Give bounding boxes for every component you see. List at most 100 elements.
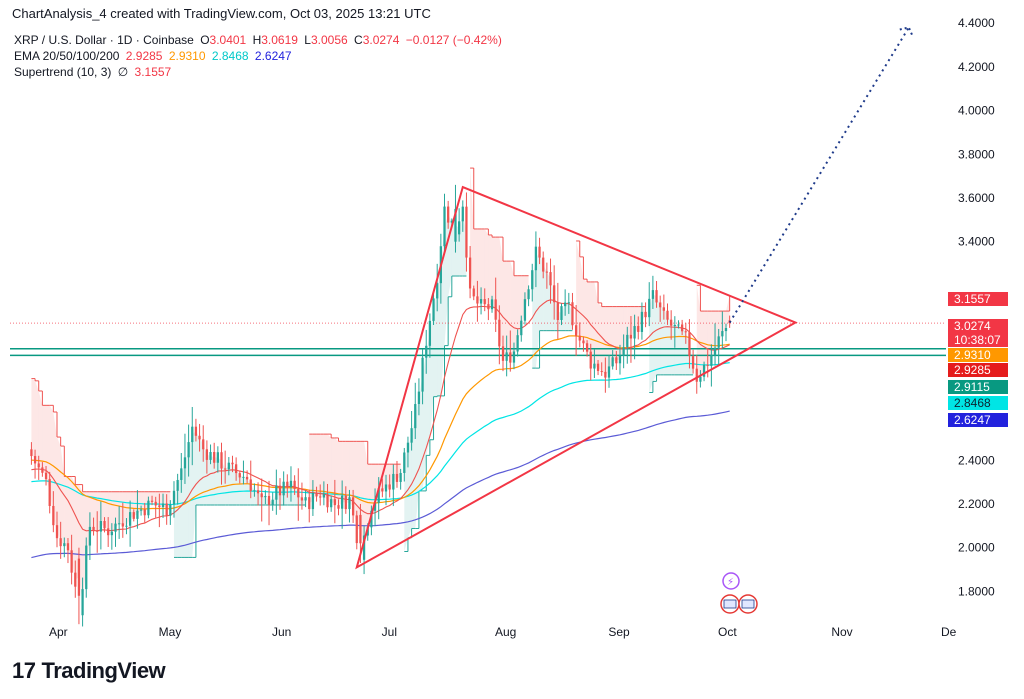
supertrend-fill — [660, 304, 664, 375]
event-spark-glyph: ⚡ — [727, 577, 734, 588]
ema200-line — [31, 410, 730, 559]
candle-body — [472, 288, 475, 297]
candle-body — [242, 476, 245, 478]
legend-open-value: 3.0401 — [209, 33, 247, 47]
tradingview-logo[interactable]: 17 TradingView — [12, 658, 166, 684]
candle-body — [81, 589, 84, 616]
candle-body — [443, 206, 446, 247]
supertrend-fill — [93, 491, 98, 532]
candle-body — [341, 495, 344, 509]
candle-body — [351, 497, 355, 516]
candle-body — [388, 484, 391, 490]
candle-body — [48, 479, 51, 506]
legend-high-value: 3.0619 — [261, 33, 298, 47]
candle-body — [428, 320, 432, 346]
candle-body — [224, 468, 227, 470]
supertrend-fill — [488, 234, 493, 307]
candle-body — [670, 319, 673, 326]
candle-body — [564, 302, 567, 307]
supertrend-fill — [598, 302, 602, 372]
supertrend-fill — [312, 434, 317, 502]
candle-body — [63, 543, 66, 547]
candle-body — [702, 364, 706, 377]
y-tick-label: 2.4000 — [958, 453, 995, 467]
candle-body — [234, 464, 238, 474]
y-tick-label: 3.8000 — [958, 147, 995, 161]
supertrend-fill — [579, 256, 584, 342]
candle-body — [77, 558, 81, 596]
candle-body — [626, 334, 629, 348]
supertrend-fill — [616, 306, 620, 361]
candle-body — [479, 299, 483, 304]
supertrend-fill — [287, 483, 291, 505]
y-tick-label: 4.0000 — [958, 104, 995, 118]
candle-body — [70, 550, 73, 573]
supertrend-fill — [386, 464, 390, 488]
supertrend-fill — [320, 434, 324, 497]
legend-low-label: L — [304, 33, 311, 47]
candle-body — [531, 270, 534, 290]
candle-body — [498, 319, 501, 347]
tradingview-logo-text: TradingView — [41, 658, 166, 683]
supertrend-fill — [663, 309, 668, 375]
candle-body — [384, 484, 388, 492]
supertrend-fill — [506, 261, 511, 358]
price-label: 2.9285 — [948, 363, 1008, 377]
supertrend-fill — [521, 275, 525, 328]
supertrend-fill — [159, 491, 164, 507]
candle-body — [501, 346, 505, 361]
candle-body — [161, 503, 165, 508]
candle-body — [542, 257, 545, 272]
flag-icon — [723, 599, 737, 609]
supertrend-fill — [261, 495, 266, 505]
candle-body — [344, 495, 347, 510]
candle-body — [297, 488, 300, 498]
supertrend-fill — [349, 441, 354, 507]
supertrend-fill — [473, 228, 478, 300]
supertrend-fill — [576, 240, 580, 339]
candle-body — [209, 452, 212, 460]
candle-body — [311, 493, 315, 510]
candle-body — [644, 311, 647, 318]
supertrend-fill — [60, 446, 65, 545]
supertrend-fill — [682, 327, 686, 375]
supertrend-fill — [707, 311, 712, 366]
candle-body — [121, 523, 124, 527]
supertrend-fill — [214, 457, 218, 505]
supertrend-fill — [64, 476, 68, 547]
projection-line — [728, 26, 910, 324]
candle-body — [330, 499, 333, 508]
candle-body — [169, 504, 172, 516]
candle-body — [213, 452, 216, 463]
legend-high-label: H — [252, 33, 262, 47]
candle-body — [560, 306, 563, 320]
candle-body — [604, 371, 607, 378]
candle-body — [59, 538, 62, 547]
candle-body — [165, 503, 168, 516]
supertrend-fill — [674, 324, 679, 375]
legend-ema-label[interactable]: EMA 20/50/100/200 — [14, 49, 120, 63]
price-label: 2.8468 — [948, 396, 1008, 410]
price-label: 3.0274 10:38:07 — [948, 319, 1008, 347]
candle-body — [362, 535, 366, 560]
candle-body — [512, 351, 516, 363]
supertrend-fill — [141, 491, 145, 513]
legend-symbol[interactable]: XRP / U.S. Dollar · 1D · Coinbase — [14, 33, 194, 47]
candle-body — [684, 331, 687, 333]
candle-body — [454, 208, 457, 242]
supertrend-fill — [254, 490, 259, 505]
candle-body — [337, 505, 340, 509]
candle-body — [370, 510, 373, 528]
candle-body — [447, 206, 450, 223]
candle-body — [96, 530, 99, 532]
x-tick-label: May — [159, 625, 182, 639]
supertrend-fill — [535, 252, 540, 369]
legend-supertrend-label[interactable]: Supertrend (10, 3) — [14, 65, 112, 79]
supertrend-fill — [411, 416, 416, 529]
price-label: 2.9115 — [948, 380, 1008, 394]
supertrend-fill — [290, 483, 295, 505]
candle-body — [180, 468, 183, 480]
candle-body — [85, 545, 88, 590]
supertrend-fill — [492, 237, 496, 310]
